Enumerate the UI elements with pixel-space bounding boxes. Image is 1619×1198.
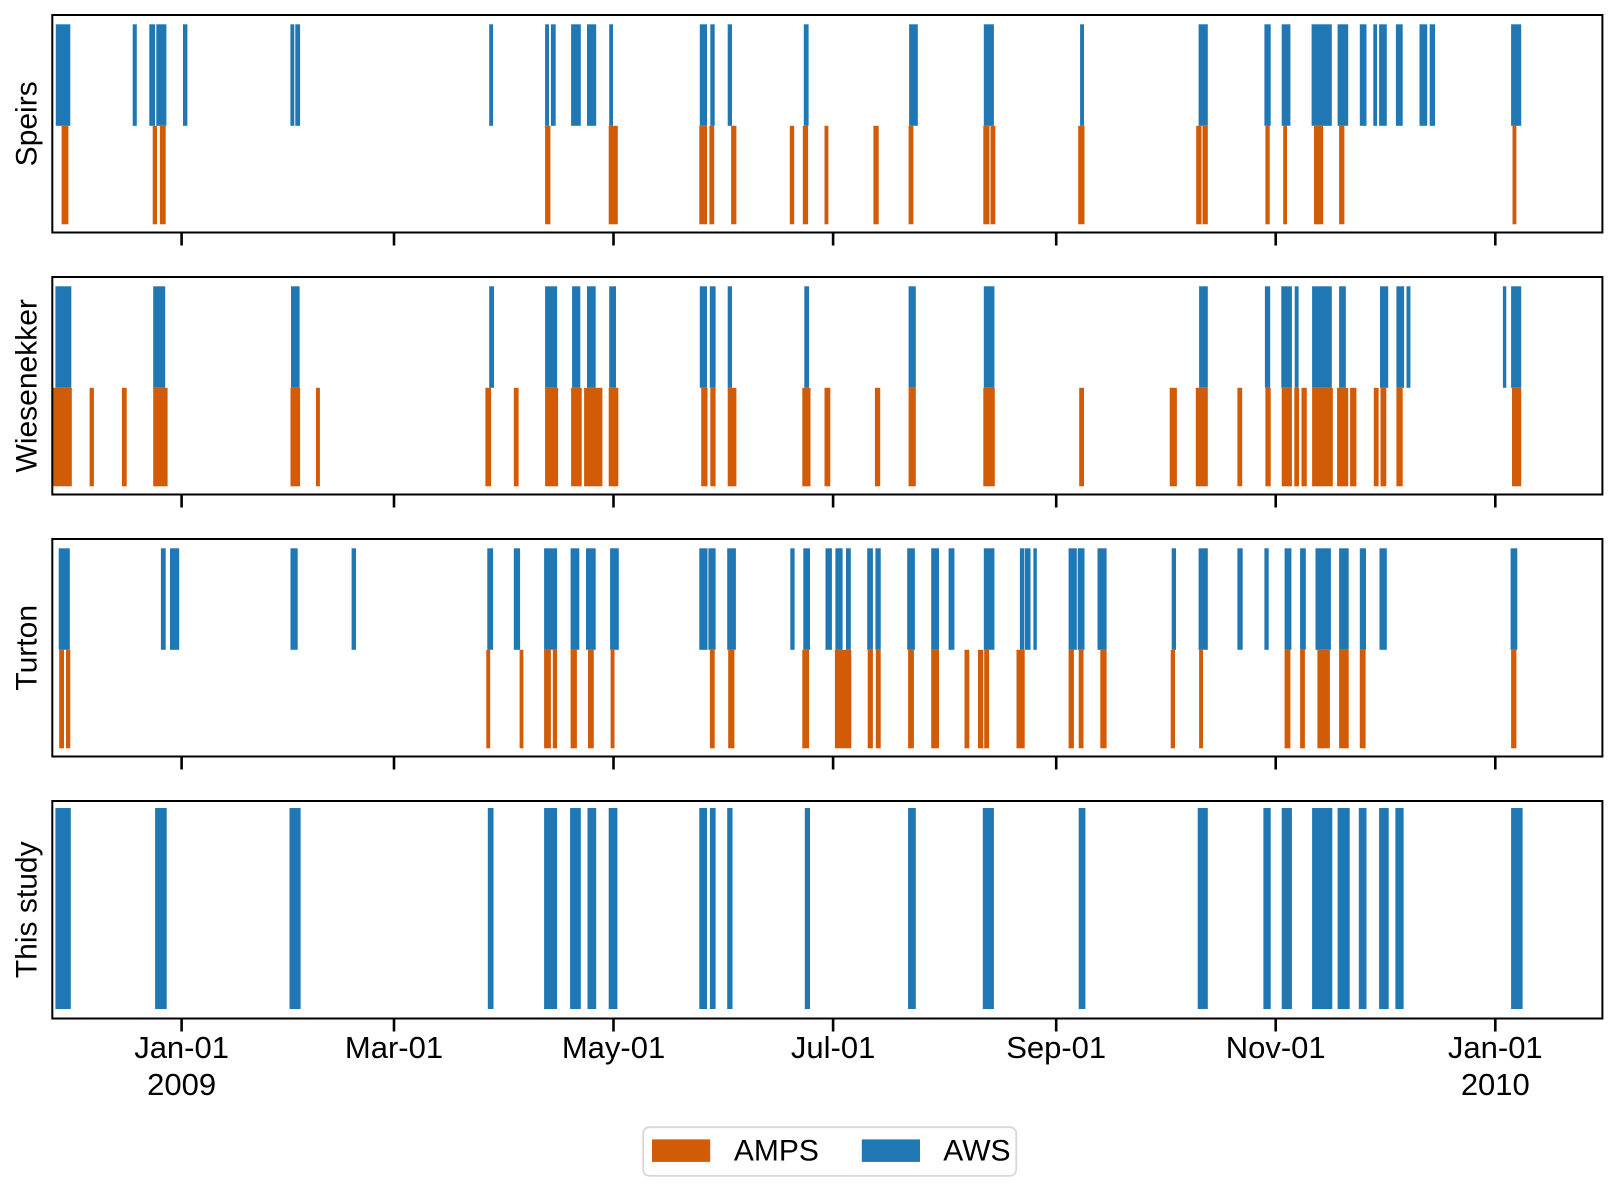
svg-text:Jan-01: Jan-01 [134,1030,229,1065]
svg-text:Jul-01: Jul-01 [791,1030,875,1065]
svg-text:2009: 2009 [147,1067,216,1102]
svg-text:2010: 2010 [1461,1067,1530,1102]
svg-text:Mar-01: Mar-01 [345,1030,443,1065]
svg-text:May-01: May-01 [562,1030,665,1065]
svg-text:Turton: Turton [11,605,44,691]
svg-text:Wiesenekker: Wiesenekker [11,299,44,472]
svg-text:Nov-01: Nov-01 [1226,1030,1326,1065]
svg-text:Sep-01: Sep-01 [1006,1030,1106,1065]
svg-text:AMPS: AMPS [734,1135,819,1168]
svg-text:This study: This study [11,841,44,978]
svg-text:Jan-01: Jan-01 [1448,1030,1543,1065]
svg-text:AWS: AWS [943,1135,1010,1168]
svg-text:Speirs: Speirs [11,81,44,166]
